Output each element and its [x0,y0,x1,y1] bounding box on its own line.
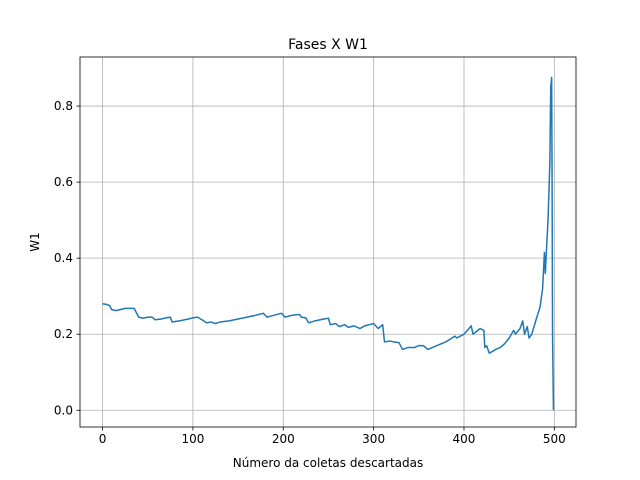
y-tick-label: 0.0 [54,403,73,417]
y-tick-label: 0.6 [54,175,73,189]
plot-frame [79,56,577,428]
y-tick-label: 0.4 [54,251,73,265]
x-tick-label: 400 [453,432,476,446]
line-series [102,76,555,411]
x-axis-label: Número da coletas descartadas [233,456,423,470]
x-tick-label: 100 [181,432,204,446]
y-tick-label: 0.8 [54,99,73,113]
y-axis-label: W1 [28,232,42,252]
chart-title: Fases X W1 [288,37,368,53]
x-tick-label: 300 [362,432,385,446]
x-tick-label: 500 [543,432,566,446]
x-tick-label: 0 [99,432,107,446]
y-tick-label: 0.2 [54,327,73,341]
x-tick-label: 200 [272,432,295,446]
